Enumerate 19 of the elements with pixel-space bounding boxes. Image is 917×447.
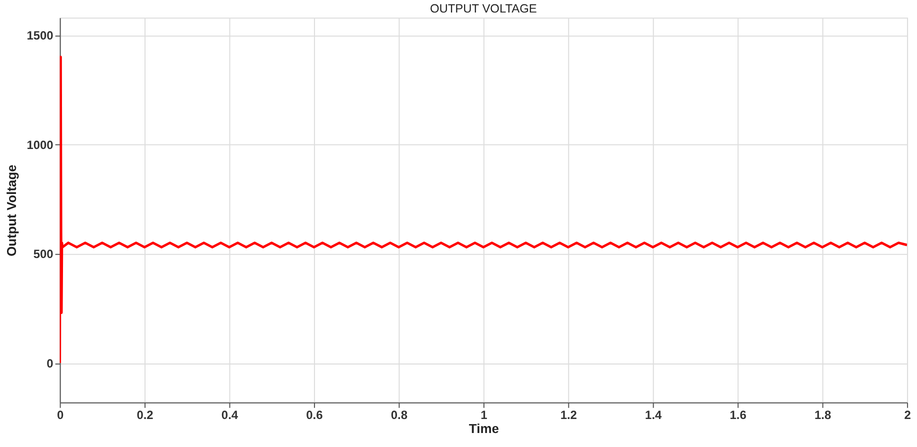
x-tick-label: 1.2 <box>560 408 578 422</box>
y-axis-title: Output Voltage <box>4 164 19 256</box>
chart-title: OUTPUT VOLTAGE <box>430 2 537 16</box>
y-tick-label: 500 <box>33 247 54 262</box>
x-tick-label: 0.8 <box>390 408 408 422</box>
x-tick-label: 2 <box>904 408 912 422</box>
x-tick-label: 0 <box>56 408 64 422</box>
line-series <box>60 56 908 364</box>
x-tick-label: 0.2 <box>136 408 154 422</box>
y-tick-label: 0 <box>46 356 54 371</box>
x-tick-label: 1.4 <box>645 408 662 422</box>
x-tick-label: 0.6 <box>306 408 324 422</box>
y-tick-label: 1000 <box>26 138 54 152</box>
x-axis-title: Time <box>468 420 499 436</box>
x-tick-label: 0.4 <box>221 408 238 422</box>
x-tick-label: 1 <box>480 408 488 422</box>
x-tick-label: 1.8 <box>814 408 832 422</box>
x-tick-label: 1.6 <box>730 408 747 422</box>
y-tick-label: 1500 <box>26 28 54 43</box>
